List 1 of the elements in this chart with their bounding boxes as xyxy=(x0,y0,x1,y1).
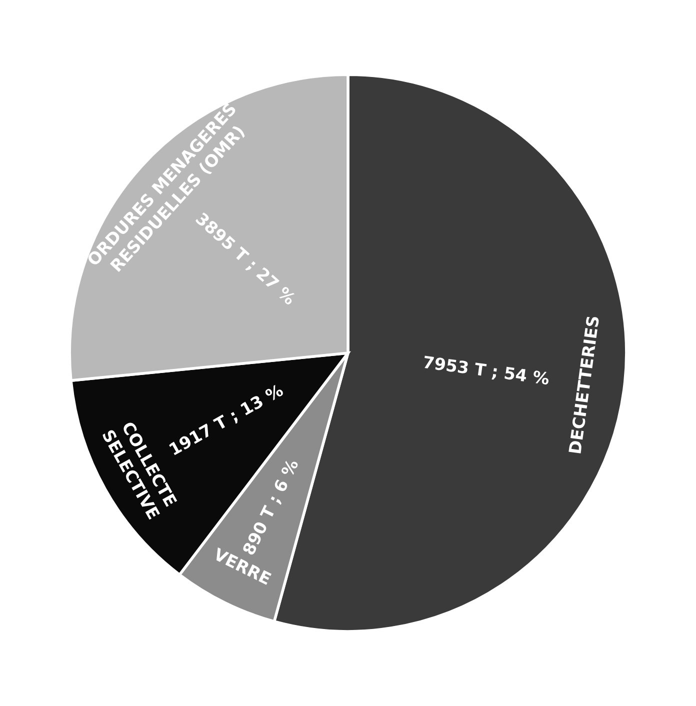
data-label: 7953 T ; 54 % xyxy=(422,356,550,387)
